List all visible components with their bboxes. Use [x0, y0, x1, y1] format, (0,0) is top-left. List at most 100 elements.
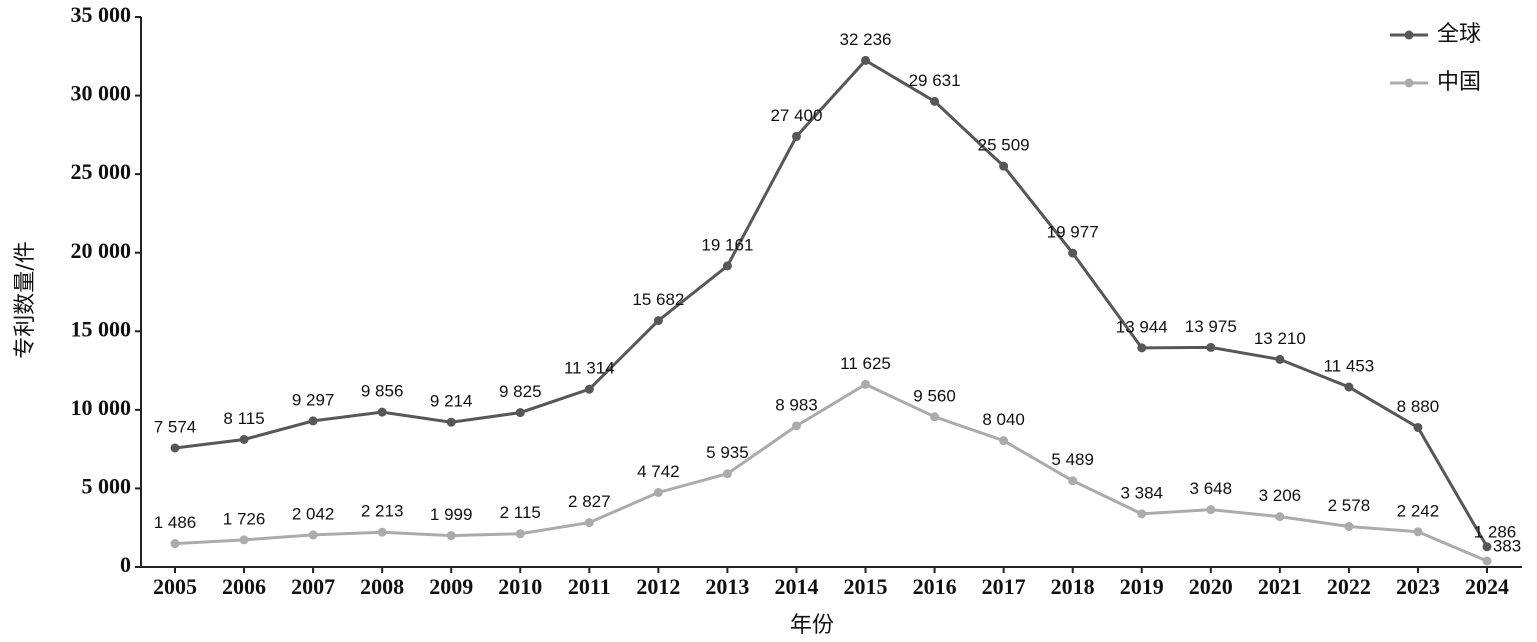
legend-label: 中国 [1437, 70, 1481, 95]
data-point [999, 161, 1009, 171]
y-tick-label: 0 [120, 552, 131, 577]
data-point [999, 436, 1009, 446]
data-point [1413, 422, 1423, 432]
data-label: 9 856 [361, 382, 404, 401]
y-tick-label: 30 000 [71, 81, 132, 106]
data-label: 32 236 [840, 30, 892, 49]
data-label: 15 682 [632, 290, 684, 309]
data-point [1137, 509, 1147, 519]
data-point [170, 443, 180, 453]
data-point [1344, 521, 1354, 531]
data-point [1275, 512, 1285, 522]
y-tick-label: 15 000 [71, 316, 132, 341]
data-label: 2 827 [568, 492, 611, 511]
data-point [791, 421, 801, 431]
y-tick-label: 5 000 [82, 473, 132, 498]
data-label: 11 625 [840, 354, 891, 373]
x-tick-label: 2015 [844, 574, 888, 599]
data-point [1206, 342, 1216, 352]
data-point [791, 131, 801, 141]
data-point [515, 408, 525, 418]
data-label: 7 574 [154, 417, 197, 436]
x-tick-label: 2014 [774, 574, 818, 599]
data-label: 9 297 [292, 390, 335, 409]
data-point [239, 434, 249, 444]
data-label: 8 040 [982, 410, 1025, 429]
data-label: 8 983 [775, 395, 818, 414]
x-axis-label: 年份 [790, 613, 834, 638]
x-tick-label: 2012 [636, 574, 680, 599]
x-tick-label: 2016 [913, 574, 957, 599]
data-label: 5 489 [1051, 450, 1094, 469]
x-tick-label: 2024 [1465, 574, 1509, 599]
data-label: 2 042 [292, 504, 335, 523]
data-label: 8 880 [1397, 397, 1440, 416]
x-tick-label: 2008 [360, 574, 404, 599]
data-point [1206, 505, 1216, 515]
x-tick-label: 2011 [568, 574, 611, 599]
data-label: 3 206 [1259, 486, 1302, 505]
data-label: 2 213 [361, 502, 404, 521]
data-point [446, 417, 456, 427]
data-point [446, 531, 456, 541]
y-tick-label: 25 000 [71, 159, 132, 184]
data-point [1068, 476, 1078, 486]
data-label: 19 977 [1047, 223, 1099, 242]
data-label: 383 [1493, 536, 1521, 555]
data-label: 13 975 [1185, 317, 1237, 336]
data-point [1275, 354, 1285, 364]
data-label: 3 648 [1190, 479, 1233, 498]
data-label: 2 578 [1328, 496, 1371, 515]
x-tick-label: 2005 [153, 574, 197, 599]
x-tick-label: 2022 [1327, 574, 1371, 599]
x-tick-label: 2017 [982, 574, 1026, 599]
series-line [174, 382, 1488, 563]
data-label: 8 115 [223, 409, 264, 428]
x-tick-label: 2020 [1189, 574, 1233, 599]
x-tick-label: 2019 [1120, 574, 1164, 599]
data-point [515, 529, 525, 539]
data-point [584, 384, 594, 394]
data-label: 2 242 [1397, 501, 1440, 520]
data-label: 3 384 [1120, 483, 1163, 502]
data-label: 1 726 [223, 509, 266, 528]
y-tick-label: 35 000 [71, 2, 132, 27]
data-label: 11 314 [564, 359, 615, 378]
data-point [584, 518, 594, 528]
data-point [653, 316, 663, 326]
data-label: 9 825 [499, 382, 542, 401]
data-point [1137, 343, 1147, 353]
data-label: 11 453 [1324, 357, 1375, 376]
data-label: 29 631 [909, 71, 961, 90]
data-point [1413, 527, 1423, 537]
x-tick-label: 2009 [429, 574, 473, 599]
series-line [174, 58, 1489, 548]
data-point [239, 535, 249, 545]
legend-marker [1404, 30, 1414, 40]
x-tick-label: 2013 [705, 574, 749, 599]
y-tick-label: 10 000 [71, 395, 132, 420]
data-label: 4 742 [637, 462, 680, 481]
data-point [377, 407, 387, 417]
data-label: 1 999 [430, 505, 473, 524]
data-point [722, 261, 732, 271]
data-point [170, 539, 180, 549]
data-point [861, 379, 871, 389]
legend-label: 全球 [1437, 22, 1481, 47]
data-point [722, 469, 732, 479]
data-label: 1 286 [1474, 522, 1517, 541]
data-label: 2 115 [500, 503, 541, 522]
legend-marker [1404, 78, 1414, 88]
data-point [930, 96, 940, 106]
data-label: 25 509 [978, 136, 1030, 155]
data-label: 13 210 [1254, 329, 1306, 348]
data-point [377, 527, 387, 537]
data-label: 5 935 [706, 443, 749, 462]
x-tick-label: 2010 [498, 574, 542, 599]
x-tick-label: 2023 [1396, 574, 1440, 599]
data-point [308, 416, 318, 426]
x-tick-label: 2007 [291, 574, 335, 599]
x-tick-label: 2018 [1051, 574, 1095, 599]
data-point [861, 55, 871, 65]
